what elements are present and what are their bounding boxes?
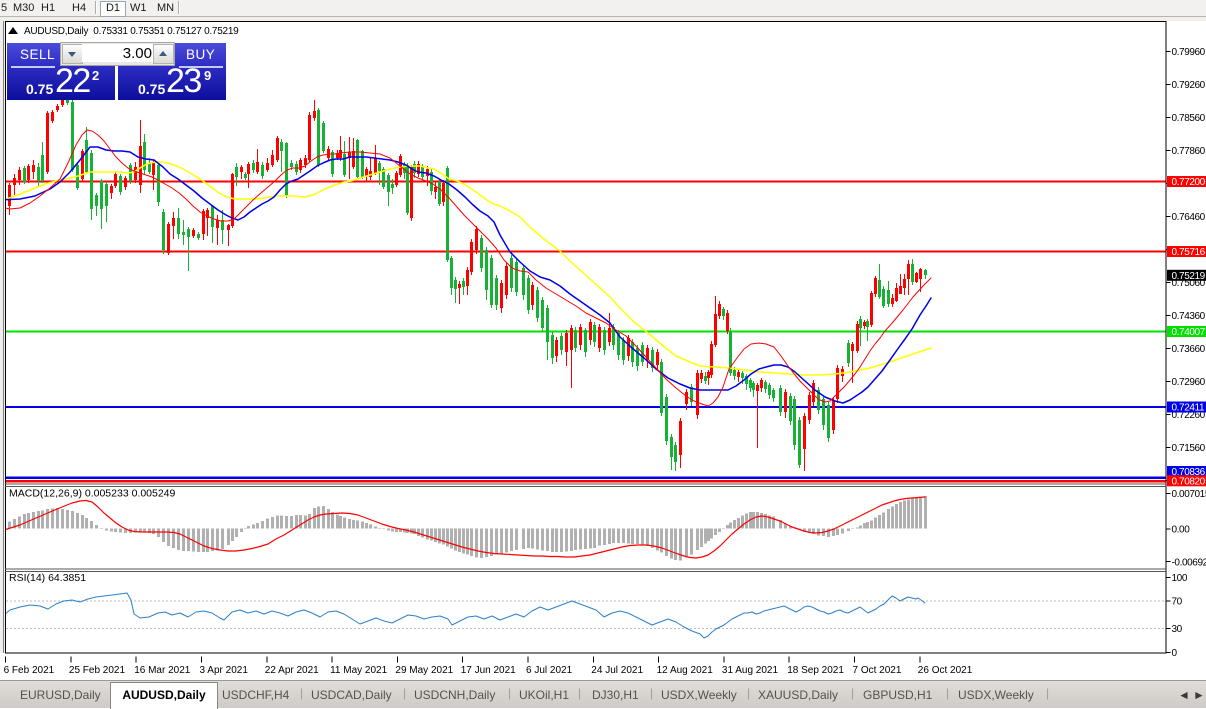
svg-text:24 Jul 2021: 24 Jul 2021	[591, 665, 643, 676]
svg-text:70: 70	[1172, 597, 1183, 608]
svg-text:0.70820: 0.70820	[1172, 476, 1206, 487]
svg-text:0.78560: 0.78560	[1172, 113, 1206, 124]
svg-text:-0.00692: -0.00692	[1172, 557, 1206, 568]
svg-text:0.74007: 0.74007	[1172, 327, 1206, 338]
svg-text:26 Oct 2021: 26 Oct 2021	[918, 665, 973, 676]
svg-text:6 Jul 2021: 6 Jul 2021	[526, 665, 573, 676]
svg-text:0.71560: 0.71560	[1172, 443, 1206, 454]
svg-text:7 Oct 2021: 7 Oct 2021	[853, 665, 902, 676]
svg-text:0: 0	[1172, 648, 1178, 659]
svg-text:30: 30	[1172, 624, 1183, 635]
svg-text:16 Mar 2021: 16 Mar 2021	[134, 665, 191, 676]
svg-text:25 Feb 2021: 25 Feb 2021	[69, 665, 126, 676]
svg-text:12 Aug 2021: 12 Aug 2021	[657, 665, 714, 676]
svg-text:0.77200: 0.77200	[1172, 177, 1206, 188]
svg-text:0.76460: 0.76460	[1172, 212, 1206, 223]
svg-text:0.75219: 0.75219	[1172, 271, 1206, 282]
svg-text:0.007015: 0.007015	[1172, 489, 1206, 500]
svg-text:31 Aug 2021: 31 Aug 2021	[722, 665, 779, 676]
svg-text:0.77860: 0.77860	[1172, 146, 1206, 157]
svg-text:RSI(14) 64.3851: RSI(14) 64.3851	[9, 572, 86, 584]
svg-text:22 Apr 2021: 22 Apr 2021	[265, 665, 319, 676]
svg-text:0.79260: 0.79260	[1172, 80, 1206, 91]
svg-text:0.73660: 0.73660	[1172, 344, 1206, 355]
svg-text:0.74360: 0.74360	[1172, 311, 1206, 322]
svg-text:17 Jun 2021: 17 Jun 2021	[461, 665, 516, 676]
svg-text:0.72411: 0.72411	[1172, 403, 1205, 414]
svg-text:100: 100	[1172, 573, 1188, 584]
svg-text:0.72960: 0.72960	[1172, 377, 1206, 388]
svg-text:MACD(12,26,9) 0.005233 0.00524: MACD(12,26,9) 0.005233 0.005249	[9, 488, 176, 500]
svg-text:29 May 2021: 29 May 2021	[395, 665, 453, 676]
svg-text:3 Apr 2021: 3 Apr 2021	[200, 665, 249, 676]
svg-text:6 Feb 2021: 6 Feb 2021	[4, 665, 55, 676]
svg-text:11 May 2021: 11 May 2021	[330, 665, 388, 676]
svg-text:0.00: 0.00	[1172, 524, 1191, 535]
svg-text:0.75716: 0.75716	[1172, 247, 1206, 258]
svg-text:0.79960: 0.79960	[1172, 47, 1206, 58]
svg-text:18 Sep 2021: 18 Sep 2021	[787, 665, 844, 676]
